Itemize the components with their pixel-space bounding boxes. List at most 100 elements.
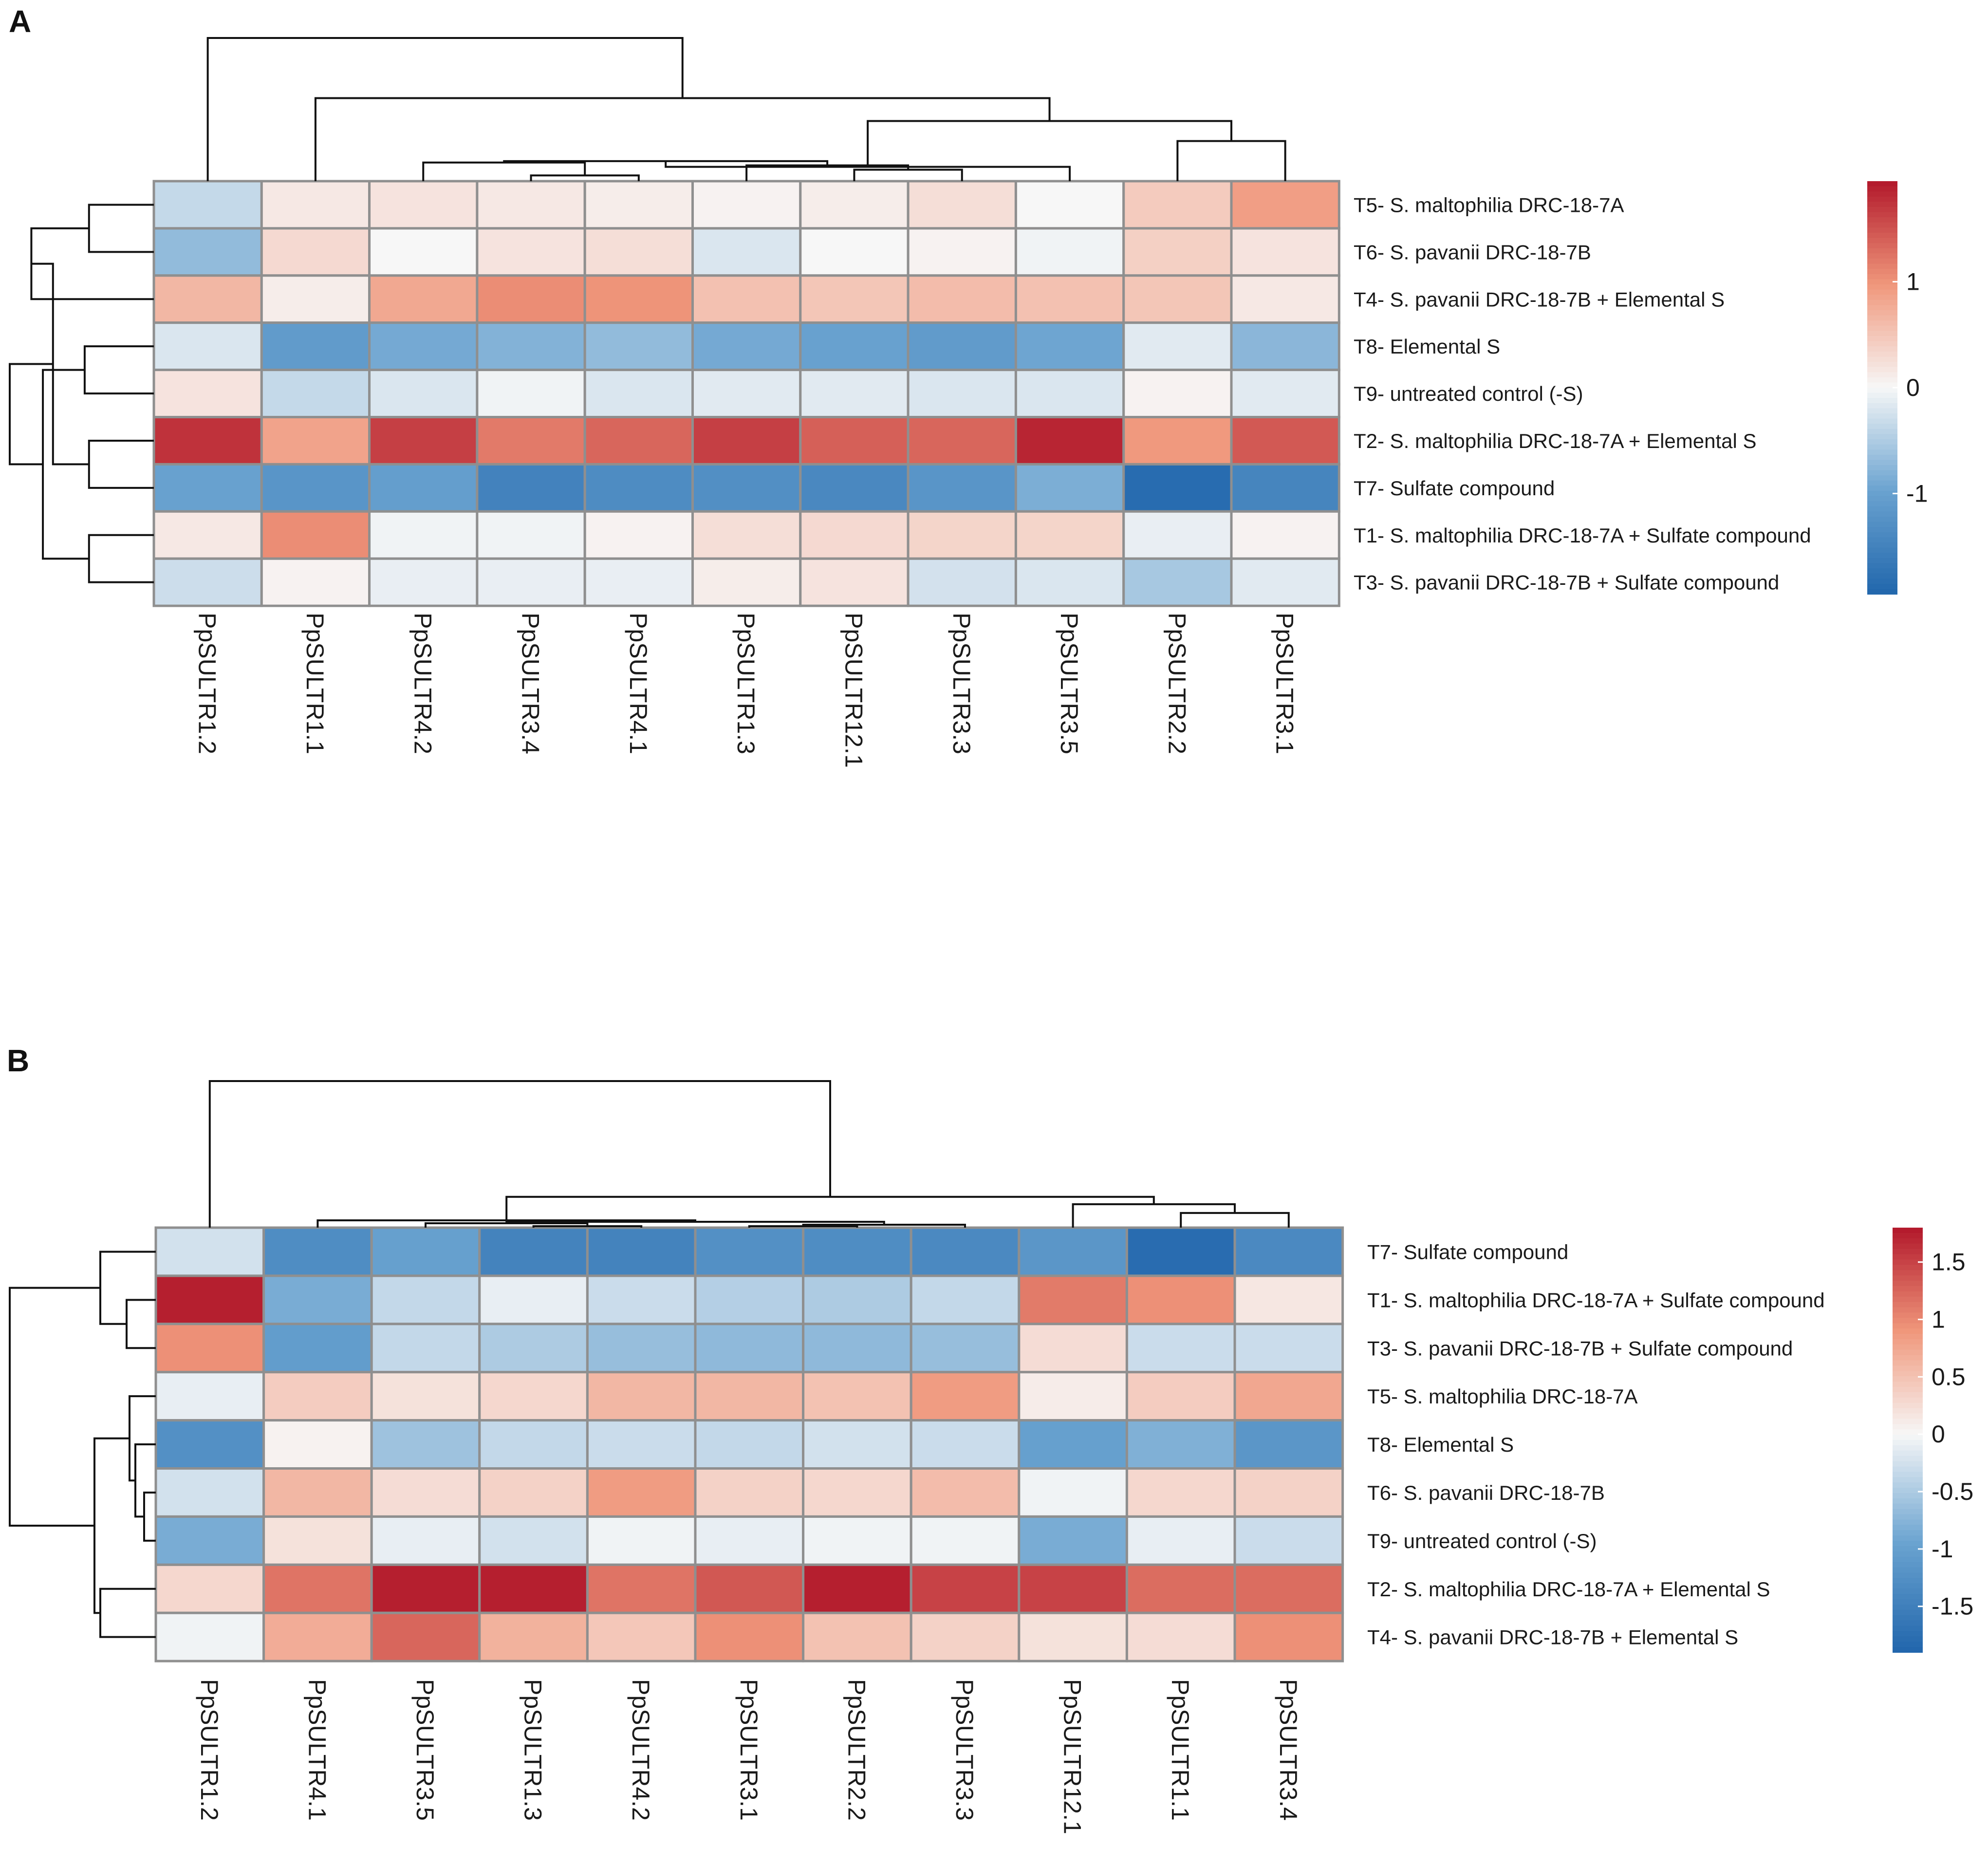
panel-b-heatmap-cell (262, 1274, 373, 1326)
panel-a-legend-gradient-step (1867, 388, 1897, 393)
panel-b-legend-gradient-step (1893, 1498, 1923, 1504)
panel-a-legend-gradient-step (1867, 496, 1897, 502)
panel-a-legend-gradient-step (1867, 269, 1897, 275)
panel-a-column-label: PpSULTR3.1 (1271, 613, 1299, 754)
panel-a-heatmap-cell (1122, 274, 1233, 324)
panel-b-legend-gradient-step (1893, 1609, 1923, 1616)
panel-b-legend-gradient-step (1893, 1419, 1923, 1425)
panel-b-heatmap-cell (154, 1371, 265, 1422)
panel-b-heatmap-cell (262, 1419, 373, 1470)
panel-b-legend-gradient-step (1893, 1615, 1923, 1621)
panel-b-column-label: PpSULTR4.2 (627, 1679, 654, 1821)
panel-b-heatmap-cell (1018, 1419, 1128, 1470)
panel-b-heatmap-cell (1018, 1467, 1128, 1518)
panel-a-column-label: PpSULTR2.2 (1163, 613, 1190, 754)
panel-a-heatmap-cell (1122, 369, 1233, 418)
panel-b-heatmap-cell (478, 1274, 589, 1326)
panel-b-heatmap-cell (478, 1323, 589, 1374)
panel-b-heatmap-cell (586, 1515, 697, 1566)
panel-b-heatmap-cell (802, 1467, 912, 1518)
panel-a-legend-gradient-step (1867, 382, 1897, 388)
panel-a-heatmap-cell (368, 227, 479, 277)
panel-b-legend-gradient-step (1893, 1349, 1923, 1356)
panel-b-heatmap-cell (1018, 1274, 1128, 1326)
panel-b-legend-gradient-step (1893, 1296, 1923, 1303)
panel-b-heatmap-cell (694, 1611, 805, 1663)
panel-b-column-label: PpSULTR1.2 (196, 1679, 223, 1821)
panel-a-legend-gradient-step (1867, 583, 1897, 590)
panel-a-column-label: PpSULTR1.1 (301, 613, 329, 754)
panel-b-legend-gradient-step (1893, 1594, 1923, 1600)
panel-b-legend-gradient-step (1893, 1519, 1923, 1526)
panel-b-column-labels: PpSULTR1.2 PpSULTR4.1 PpSULTR3.5 PpSULTR1.3… (196, 1679, 1302, 1834)
panel-a-legend-gradient-step (1867, 449, 1897, 455)
panel-a-heatmap-cell (907, 274, 1017, 324)
panel-a-column-label: PpSULTR4.1 (625, 613, 652, 754)
panel-a-legend-gradient-step (1867, 263, 1897, 270)
panel-a-legend-gradient-step (1867, 475, 1897, 481)
panel-a-row-dendrogram-branch (9, 363, 53, 466)
panel-b-column-dendrogram-branch (1180, 1212, 1290, 1228)
panel-a-column-label: PpSULTR1.2 (194, 613, 221, 754)
panel-a-legend-gradient-step (1867, 537, 1897, 543)
panel-b-heatmap-cell (262, 1371, 373, 1422)
panel-a-heatmap-cell (583, 463, 694, 513)
panel-b-heatmap-cell (478, 1371, 589, 1422)
panel-b-heatmap-cell (586, 1323, 697, 1374)
panel-a-heatmap-cell (907, 510, 1017, 560)
panel-a-heatmap-cell (1014, 321, 1125, 372)
panel-b-legend-gradient-step (1893, 1344, 1923, 1350)
panel-a-legend-gradient-step (1867, 491, 1897, 497)
panel-a-heatmap-cell (368, 557, 479, 607)
panel-b-heatmap-cell (370, 1226, 481, 1277)
panel-b-row-label: T1- S. maltophilia DRC-18-7A + Sulfate c… (1367, 1289, 1825, 1311)
panel-a-column-dendrogram-branch (422, 161, 586, 181)
panel-b-heatmap-cell (586, 1226, 697, 1277)
panel-a-heatmap-cell (368, 274, 479, 324)
panel-b-legend-gradient-step (1893, 1625, 1923, 1632)
panel-b-heatmap-cells (154, 1226, 1344, 1663)
panel-b-legend-gradient-step (1893, 1488, 1923, 1494)
panel-a-heatmap-cell (476, 274, 586, 324)
panel-a-heatmap-cell (152, 321, 263, 372)
panel-b-legend-gradient-step (1893, 1429, 1923, 1436)
panel-a-legend-gradient-step (1867, 207, 1897, 213)
panel-a-heatmap-cell (476, 180, 586, 230)
panel-a-column-labels: PpSULTR1.2 PpSULTR1.1 PpSULTR4.2 PpSULTR3.4… (194, 613, 1299, 768)
panel-b-heatmap-cell (262, 1563, 373, 1614)
panel-a-legend-gradient-step (1867, 418, 1897, 425)
panel-b-legend-gradient-step (1893, 1265, 1923, 1271)
panel-b-color-legend: 1.5 1 0.5 0 -0.5 -1 -1.5 (1893, 1228, 1973, 1653)
panel-a-row-dendrogram (9, 204, 154, 583)
panel-b-legend-gradient-step (1893, 1355, 1923, 1361)
panel-b-legend-gradient-step (1893, 1270, 1923, 1276)
panel-a-heatmap-cell (1014, 227, 1125, 277)
panel-b-row-label: T4- S. pavanii DRC-18-7B + Elemental S (1367, 1626, 1738, 1649)
panel-a-heatmap-cell (1122, 557, 1233, 607)
panel-b-heatmap-cell (262, 1467, 373, 1518)
panel-a-heatmap-cell (799, 557, 910, 607)
panel-b-legend-gradient-step (1893, 1530, 1923, 1536)
panel-b-legend-gradient-step (1893, 1562, 1923, 1568)
panel-a-heatmap-cell (368, 463, 479, 513)
panel-b-heatmap-cell (802, 1563, 912, 1614)
panel-a-heatmap-cell (1230, 557, 1340, 607)
panel-b-legend-tick-label: 0.5 (1932, 1363, 1966, 1390)
panel-b-heatmap-cell (478, 1515, 589, 1566)
panel-a-heatmap-cell (1230, 369, 1340, 418)
panel-b-legend-gradient-step (1893, 1583, 1923, 1589)
panel-b-heatmap-cell (1018, 1611, 1128, 1663)
panel-b-row-label: T3- S. pavanii DRC-18-7B + Sulfate compo… (1367, 1337, 1793, 1360)
panel-b-heatmap-cell (1233, 1611, 1344, 1663)
panel-b-heatmap-cell (370, 1419, 481, 1470)
panel-b-legend-gradient-step (1893, 1281, 1923, 1287)
panel-a-heatmap-cell (1122, 416, 1233, 466)
panel-a-heatmap-cell (476, 321, 586, 372)
panel-a-column-dendrogram-branch (206, 37, 684, 181)
panel-a-heatmap-cell (1014, 510, 1125, 560)
panel-a-legend-gradient-step (1867, 579, 1897, 584)
panel-a-heatmap-cell (907, 180, 1017, 230)
panel-a-heatmap-cell (260, 180, 371, 230)
panel-b-legend-gradient-step (1893, 1259, 1923, 1266)
panel-a-legend-gradient-step (1867, 532, 1897, 538)
